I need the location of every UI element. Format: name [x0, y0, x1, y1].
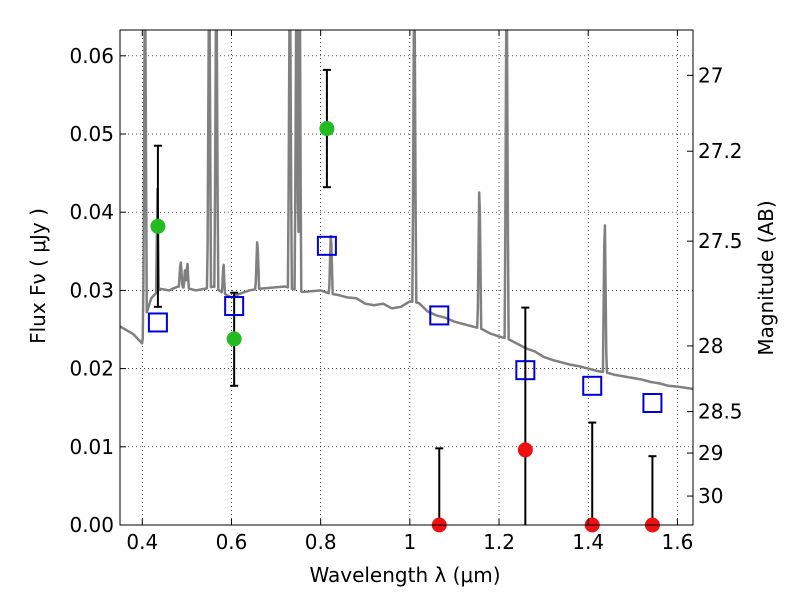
- y2-tick-label: 27.5: [698, 229, 743, 253]
- axis-ticks: [120, 30, 693, 526]
- detection-point: [150, 218, 166, 234]
- nondetection-point: [517, 442, 533, 458]
- y-tick-label: 0.06: [69, 44, 114, 68]
- model-point: [224, 296, 245, 317]
- model-point: [316, 235, 337, 256]
- x-tick-label: 0.8: [305, 530, 337, 554]
- model-point: [515, 360, 536, 381]
- grid-lines: [120, 30, 693, 525]
- template-spectrum: [120, 30, 693, 391]
- template-spectrum-line: [120, 30, 693, 391]
- y-tick-label: 0.03: [69, 278, 114, 302]
- x-axis-label: Wavelength λ (μm): [309, 563, 500, 587]
- error-bars: [153, 68, 657, 525]
- y-tick-label: 0.04: [69, 200, 114, 224]
- tick-labels: 0.4 0.6 0.8 1 1.2 1.4 1.6 0.00 0.01 0.02 0.03 0.04 0…: [69, 44, 742, 554]
- model-point: [642, 393, 663, 414]
- y-tick-label: 0.01: [69, 435, 114, 459]
- y2-tick-label: 29: [698, 441, 723, 465]
- y2-tick-label: 30: [698, 484, 723, 508]
- model-point: [147, 312, 168, 333]
- y-tick-label: 0.02: [69, 357, 114, 381]
- model-points: [147, 235, 663, 414]
- x-tick-label: 1: [403, 530, 416, 554]
- y-axis-label: Flux Fν ( μJy ): [26, 208, 50, 344]
- y2-tick-label: 27: [698, 63, 723, 87]
- model-point: [582, 375, 603, 396]
- x-tick-label: 0.4: [126, 530, 158, 554]
- y2-tick-label: 28.5: [698, 400, 743, 424]
- y2-tick-label: 28: [698, 334, 723, 358]
- observed-points: [150, 121, 660, 533]
- model-point: [429, 305, 450, 326]
- y2-axis-label: Magnitude (AB): [754, 200, 778, 355]
- y-tick-label: 0.00: [69, 513, 114, 537]
- x-tick-label: 1.6: [661, 530, 693, 554]
- x-tick-label: 1.2: [483, 530, 515, 554]
- x-tick-label: 0.6: [216, 530, 248, 554]
- x-tick-label: 1.4: [572, 530, 604, 554]
- plot-frame: [119, 29, 694, 526]
- y2-tick-label: 27.2: [698, 139, 743, 163]
- detection-point: [226, 331, 242, 347]
- detection-point: [319, 121, 335, 137]
- y-tick-label: 0.05: [69, 122, 114, 146]
